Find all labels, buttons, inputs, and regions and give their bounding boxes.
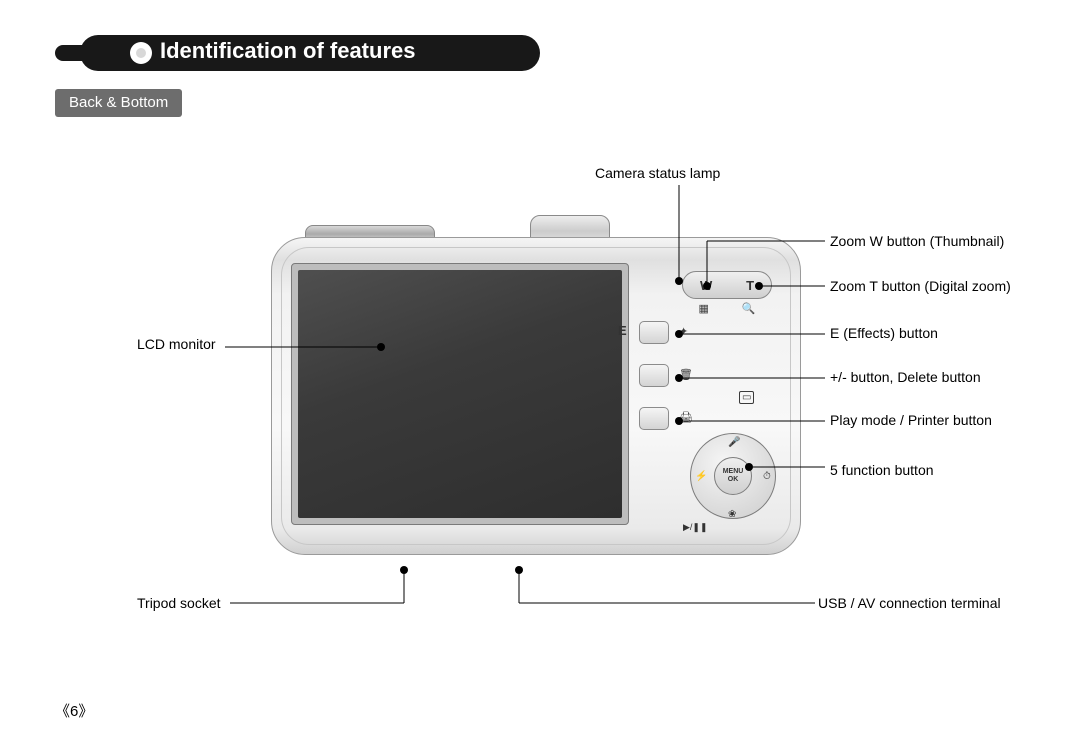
callout-tripod: Tripod socket	[137, 595, 221, 611]
callout-play: Play mode / Printer button	[830, 412, 992, 428]
lcd-screen	[298, 270, 622, 518]
dot-5func	[745, 463, 753, 471]
callout-status: Camera status lamp	[595, 165, 720, 181]
callout-lcd: LCD monitor	[137, 336, 216, 352]
flash-icon: ⚡	[695, 471, 707, 482]
callout-zoom-t: Zoom T button (Digital zoom)	[830, 278, 1011, 294]
title-bar: Identification of features	[55, 35, 535, 71]
mic-icon: 🎤	[728, 437, 740, 448]
dot-lcd	[377, 343, 385, 351]
camera-diagram: W T ▦ 🔍 E ✦ 🗑 🖨 ▭ MENU OK 🎤 ❀ ⚡ ⏱ ▶/❚❚	[55, 147, 1025, 607]
ok-label: OK	[728, 476, 739, 484]
callout-effects: E (Effects) button	[830, 325, 938, 341]
dot-tripod	[400, 566, 408, 574]
timer-icon: ⏱	[763, 471, 771, 482]
e-label: E	[618, 323, 627, 338]
dot-status	[675, 277, 683, 285]
play-mode-button	[639, 407, 669, 430]
play-pause-icon: ▶/❚❚	[683, 522, 708, 533]
dot-effects	[675, 330, 683, 338]
callout-plusminus: +/- button, Delete button	[830, 369, 981, 385]
dot-plusminus	[675, 374, 683, 382]
zoom-t-glyph: T	[746, 278, 754, 293]
thumbnail-icon: ▦	[698, 302, 708, 315]
page-number: 《6》	[55, 700, 93, 721]
section-subtitle: Back & Bottom	[55, 89, 182, 117]
callout-usb: USB / AV connection terminal	[818, 595, 1001, 611]
sd-icon: ▭	[739, 391, 754, 404]
page: Identification of features Back & Bottom…	[0, 0, 1080, 746]
dot-usb	[515, 566, 523, 574]
page-title: Identification of features	[160, 38, 415, 64]
plus-minus-button	[639, 364, 669, 387]
macro-icon: ❀	[728, 509, 736, 520]
dot-play	[675, 417, 683, 425]
zoom-symbol-row: ▦ 🔍	[682, 302, 772, 315]
effects-button	[639, 321, 669, 344]
magnify-icon: 🔍	[742, 302, 756, 315]
callout-zoom-w: Zoom W button (Thumbnail)	[830, 233, 1004, 249]
menu-label: MENU	[723, 468, 744, 476]
dot-zoom-w	[703, 282, 711, 290]
dot-zoom-t	[755, 282, 763, 290]
callout-5func: 5 function button	[830, 462, 934, 478]
